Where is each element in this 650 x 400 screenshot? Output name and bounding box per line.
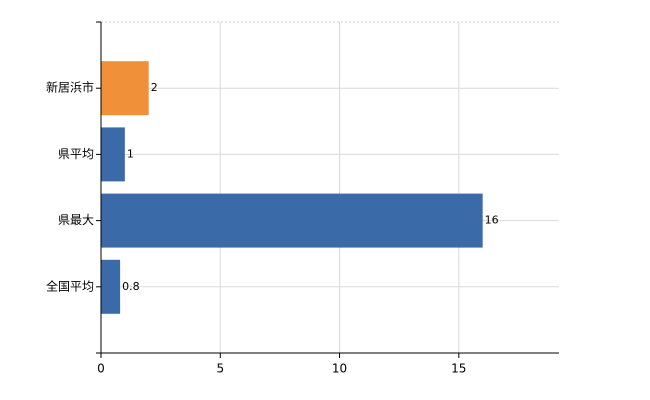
bar: [101, 259, 121, 314]
x-tick-label: 5: [216, 362, 224, 376]
y-tick-label: 県平均: [58, 147, 94, 161]
value-label: 16: [485, 214, 499, 227]
value-label: 0.8: [122, 280, 140, 293]
value-label: 1: [127, 147, 134, 160]
y-tick-label: 新居浜市: [46, 80, 94, 95]
bar: [101, 61, 149, 116]
bar: [101, 127, 125, 182]
x-tick-label: 10: [332, 362, 347, 376]
y-tick-label: 全国平均: [46, 278, 94, 293]
y-tick-label: 県最大: [58, 213, 94, 227]
bar: [101, 193, 483, 248]
value-label: 2: [151, 81, 158, 94]
x-tick-label: 15: [451, 362, 466, 376]
x-tick-label: 0: [97, 362, 105, 376]
